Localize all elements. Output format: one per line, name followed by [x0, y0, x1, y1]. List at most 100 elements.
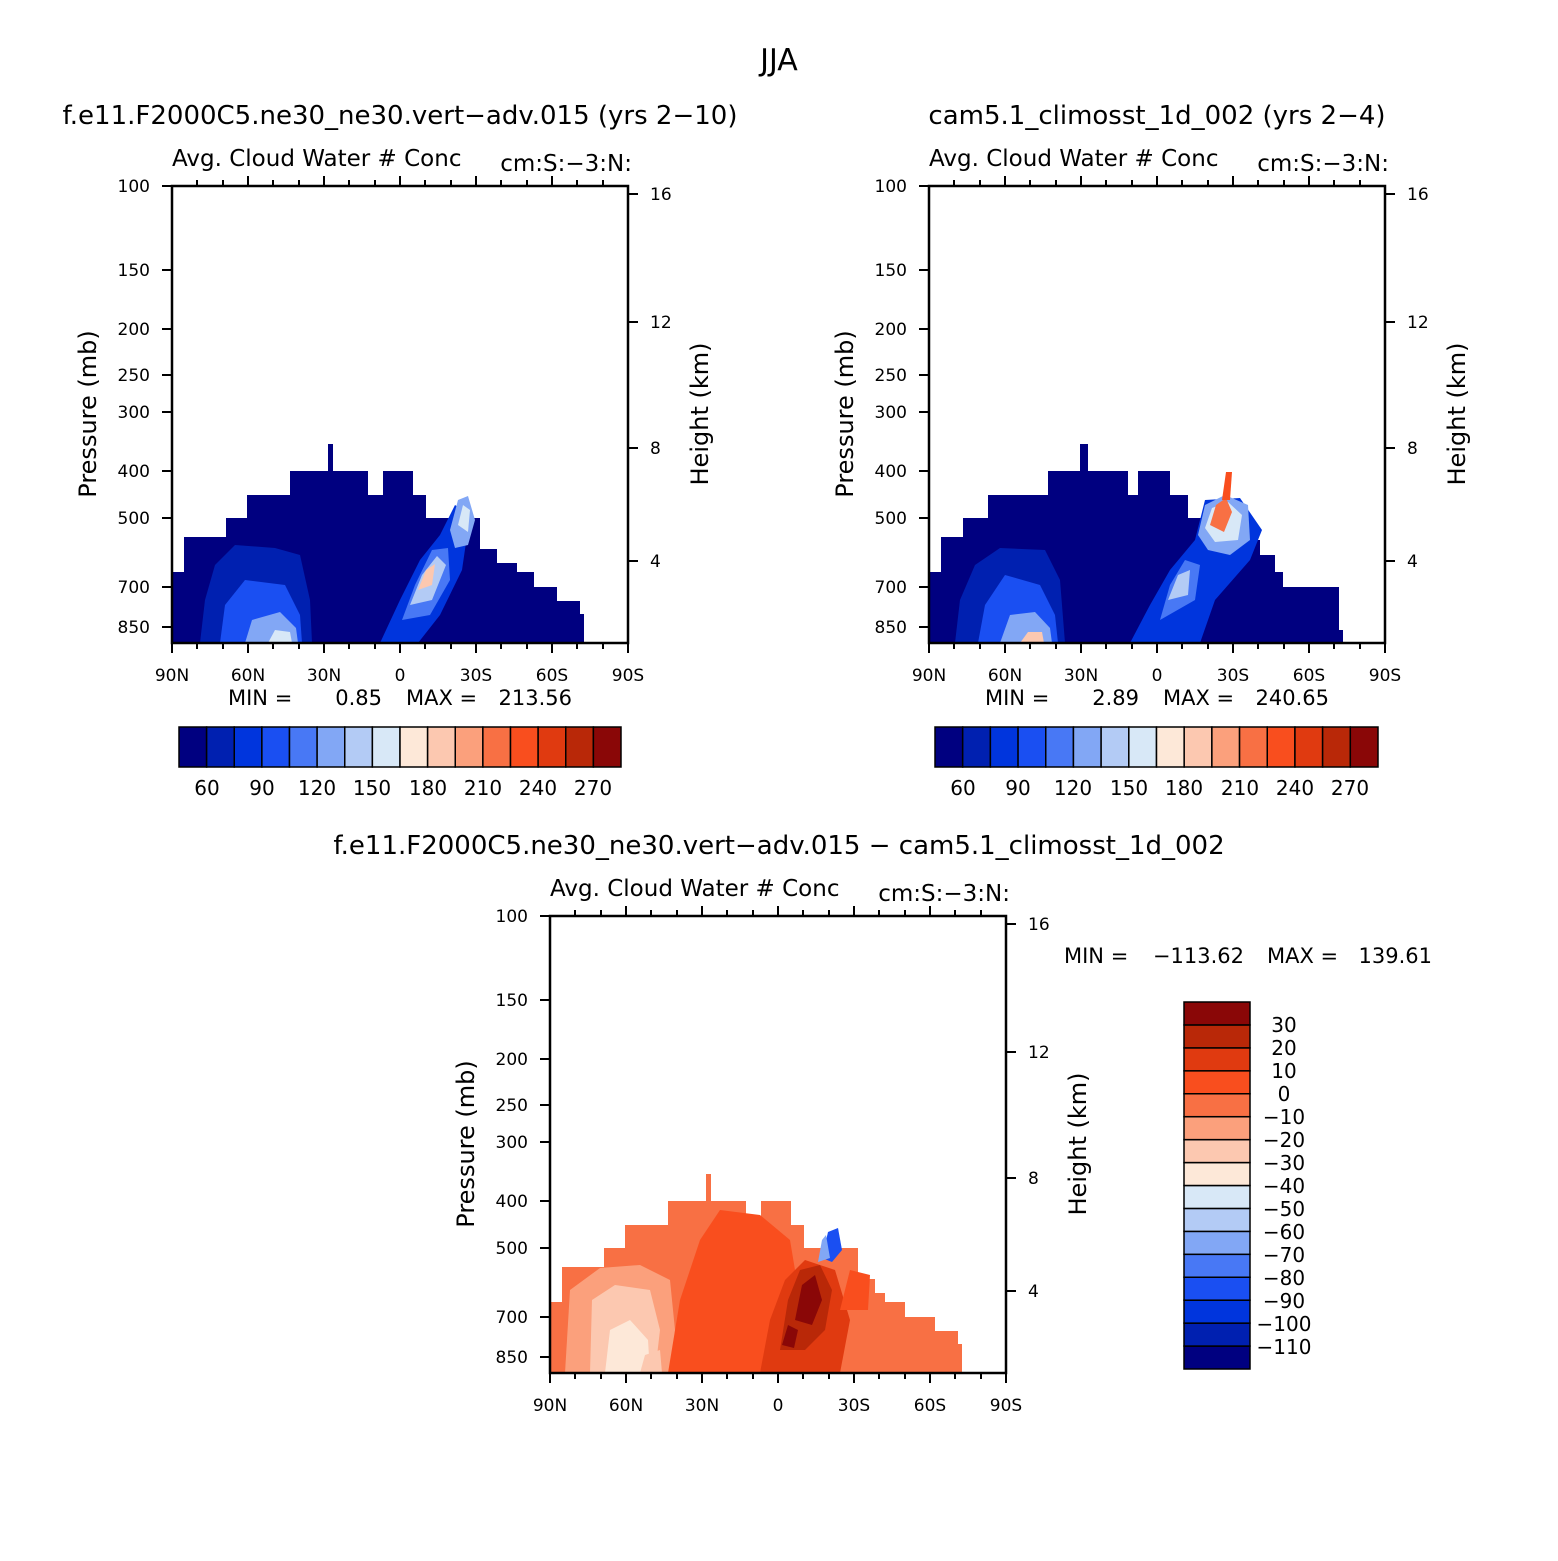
x-tick-label: 90S: [612, 666, 644, 686]
colorbar: [934, 726, 1379, 768]
max-value: 240.65: [1256, 686, 1329, 710]
colorbar-label: −80: [1263, 1266, 1305, 1290]
colorbar-swatch: [454, 726, 484, 768]
height-tick-label: 16: [1407, 185, 1429, 205]
height-tick-label: 16: [1028, 915, 1050, 935]
colorbar-swatch: [1183, 1184, 1251, 1210]
y-tick-label: 400: [118, 462, 150, 482]
colorbar-swatch: [1183, 1299, 1251, 1324]
x-ticks: 90N 60N 30N 0 30S 60S 90S: [912, 643, 1401, 686]
colorbar-swatch: [233, 726, 263, 768]
x-tick-label: 30N: [1064, 666, 1098, 686]
contour-field: [550, 1174, 962, 1373]
y-axis-label-right: Height (km): [1443, 343, 1471, 486]
x-ticks: 90N 60N 30N 0 30S 60S 90S: [533, 1373, 1022, 1416]
panel-subtitle: Avg. Cloud Water # Conc: [550, 876, 839, 902]
colorbar-swatch: [1183, 1161, 1251, 1187]
x-tick-label: 30N: [307, 666, 341, 686]
y-tick-label: 250: [875, 366, 907, 386]
x-tick-label: 30S: [838, 1396, 870, 1416]
x-tick-label: 0: [1152, 666, 1163, 686]
min-label: MIN =: [985, 686, 1049, 710]
colorbar-swatch: [1072, 726, 1102, 768]
panel-units: cm:S:−3:N:: [878, 881, 1010, 907]
colorbar-swatch: [261, 726, 291, 768]
colorbar-swatch: [961, 726, 992, 768]
colorbar-swatch: [1017, 726, 1047, 768]
y-tick-label: 300: [496, 1133, 528, 1153]
colorbar-label: 10: [1271, 1059, 1296, 1083]
colorbar-swatch: [1128, 726, 1158, 768]
colorbar-label: −30: [1263, 1151, 1305, 1175]
y-ticks-left: 100 150 200 250 300 400 500 700 850: [118, 177, 172, 638]
y-tick-label: 500: [496, 1239, 528, 1259]
colorbar-swatch: [1183, 1207, 1251, 1233]
colorbar-swatch: [205, 726, 235, 768]
min-value: −113.62: [1153, 944, 1244, 968]
colorbar-swatch: [1266, 726, 1296, 768]
colorbar-label: 180: [409, 776, 447, 800]
colorbar-label: 60: [194, 776, 219, 800]
colorbar-swatch: [1183, 1024, 1251, 1049]
panel-top-right: cam5.1_climosst_1d_002 (yrs 2−4) Avg. Cl…: [831, 101, 1471, 800]
y-ticks-right: 16 12 8 4: [628, 185, 672, 572]
colorbar-label: 270: [1331, 776, 1369, 800]
y-ticks-right: 16 12 8 4: [1006, 915, 1050, 1302]
colorbar-swatch: [509, 726, 539, 768]
height-tick-label: 8: [1407, 439, 1418, 459]
colorbar-label: 90: [249, 776, 274, 800]
colorbar-label: 120: [1054, 776, 1092, 800]
colorbar-swatch: [1100, 726, 1130, 768]
y-tick-label: 850: [118, 618, 150, 638]
y-tick-label: 400: [496, 1192, 528, 1212]
minor-ticks: [196, 176, 604, 649]
colorbar: [1183, 1001, 1251, 1370]
contour-field: [929, 444, 1343, 643]
y-tick-label: 150: [496, 991, 528, 1011]
colorbar-label: −50: [1263, 1197, 1305, 1221]
panel-subtitle: Avg. Cloud Water # Conc: [172, 146, 461, 172]
colorbar-label: −70: [1263, 1243, 1305, 1267]
colorbar-label: 240: [519, 776, 557, 800]
colorbar-labels: 60 90 120 150 180 210 240 270: [194, 776, 612, 800]
panel-title: cam5.1_climosst_1d_002 (yrs 2−4): [928, 101, 1385, 131]
colorbar-label: 270: [574, 776, 612, 800]
y-tick-label: 500: [118, 509, 150, 529]
y-tick-label: 300: [875, 403, 907, 423]
panel-top-left: f.e11.F2000C5.ne30_ne30.vert−adv.015 (yr…: [63, 101, 738, 800]
x-tick-label: 60S: [914, 1396, 946, 1416]
x-tick-label: 60N: [609, 1396, 643, 1416]
colorbar-label: 0: [1278, 1082, 1291, 1106]
colorbar-swatch: [1294, 726, 1324, 768]
colorbar-swatch: [1183, 1230, 1251, 1256]
y-tick-label: 100: [496, 907, 528, 927]
y-tick-label: 400: [875, 462, 907, 482]
colorbar-swatch: [592, 726, 622, 768]
colorbar-label: −110: [1257, 1335, 1312, 1359]
colorbar-label: −40: [1263, 1174, 1305, 1198]
x-tick-label: 90S: [1369, 666, 1401, 686]
colorbar-swatch: [288, 726, 318, 768]
height-tick-label: 12: [1407, 313, 1429, 333]
y-axis-label: Pressure (mb): [452, 1060, 480, 1227]
height-tick-label: 12: [650, 313, 672, 333]
colorbar-label: 60: [950, 776, 975, 800]
y-tick-label: 250: [118, 366, 150, 386]
colorbar-swatch: [1183, 1093, 1251, 1118]
height-tick-label: 4: [650, 552, 661, 572]
y-tick-label: 150: [118, 261, 150, 281]
colorbar-swatch: [1045, 726, 1075, 768]
colorbar-swatch: [1183, 1138, 1251, 1164]
x-tick-label: 30N: [685, 1396, 719, 1416]
colorbar-swatch: [1183, 1322, 1251, 1347]
max-value: 213.56: [499, 686, 572, 710]
y-axis-label: Pressure (mb): [831, 330, 859, 497]
colorbar-swatch: [1183, 1047, 1251, 1072]
colorbar-label: 240: [1276, 776, 1314, 800]
height-tick-label: 12: [1028, 1043, 1050, 1063]
y-tick-label: 200: [496, 1050, 528, 1070]
y-tick-label: 500: [875, 509, 907, 529]
height-tick-label: 4: [1028, 1282, 1039, 1302]
colorbar-swatch: [1238, 726, 1268, 768]
